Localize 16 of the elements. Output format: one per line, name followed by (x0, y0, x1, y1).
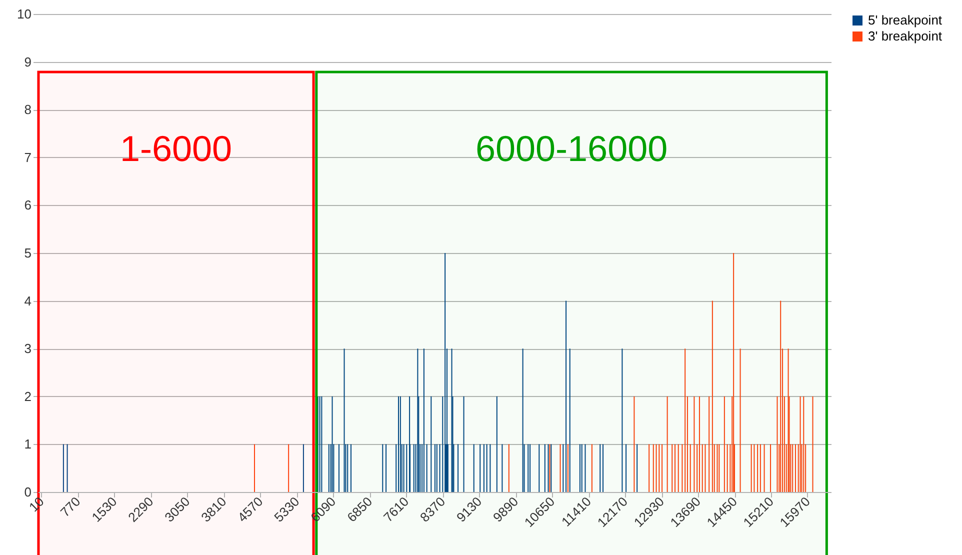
y-tick-label: 3 (24, 341, 32, 356)
legend-label: 3' breakpoint (868, 28, 942, 44)
y-tick-label: 2 (24, 388, 32, 404)
y-tick-label: 6 (24, 198, 32, 213)
y-tick-label: 4 (24, 293, 32, 308)
legend-label: 5' breakpoint (868, 12, 942, 28)
y-tick-label: 10 (17, 6, 32, 22)
y-tick-label: 9 (24, 54, 32, 70)
band-label: 6000-16000 (475, 128, 668, 169)
y-tick-label: 7 (24, 150, 32, 165)
y-tick-label: 0 (24, 484, 32, 500)
x-tick-label: 770 (57, 494, 84, 520)
y-tick-label: 5 (24, 246, 32, 260)
y-tick-label: 8 (24, 102, 32, 118)
band-label: 1-6000 (120, 128, 232, 169)
y-tick-label: 1 (24, 436, 32, 452)
